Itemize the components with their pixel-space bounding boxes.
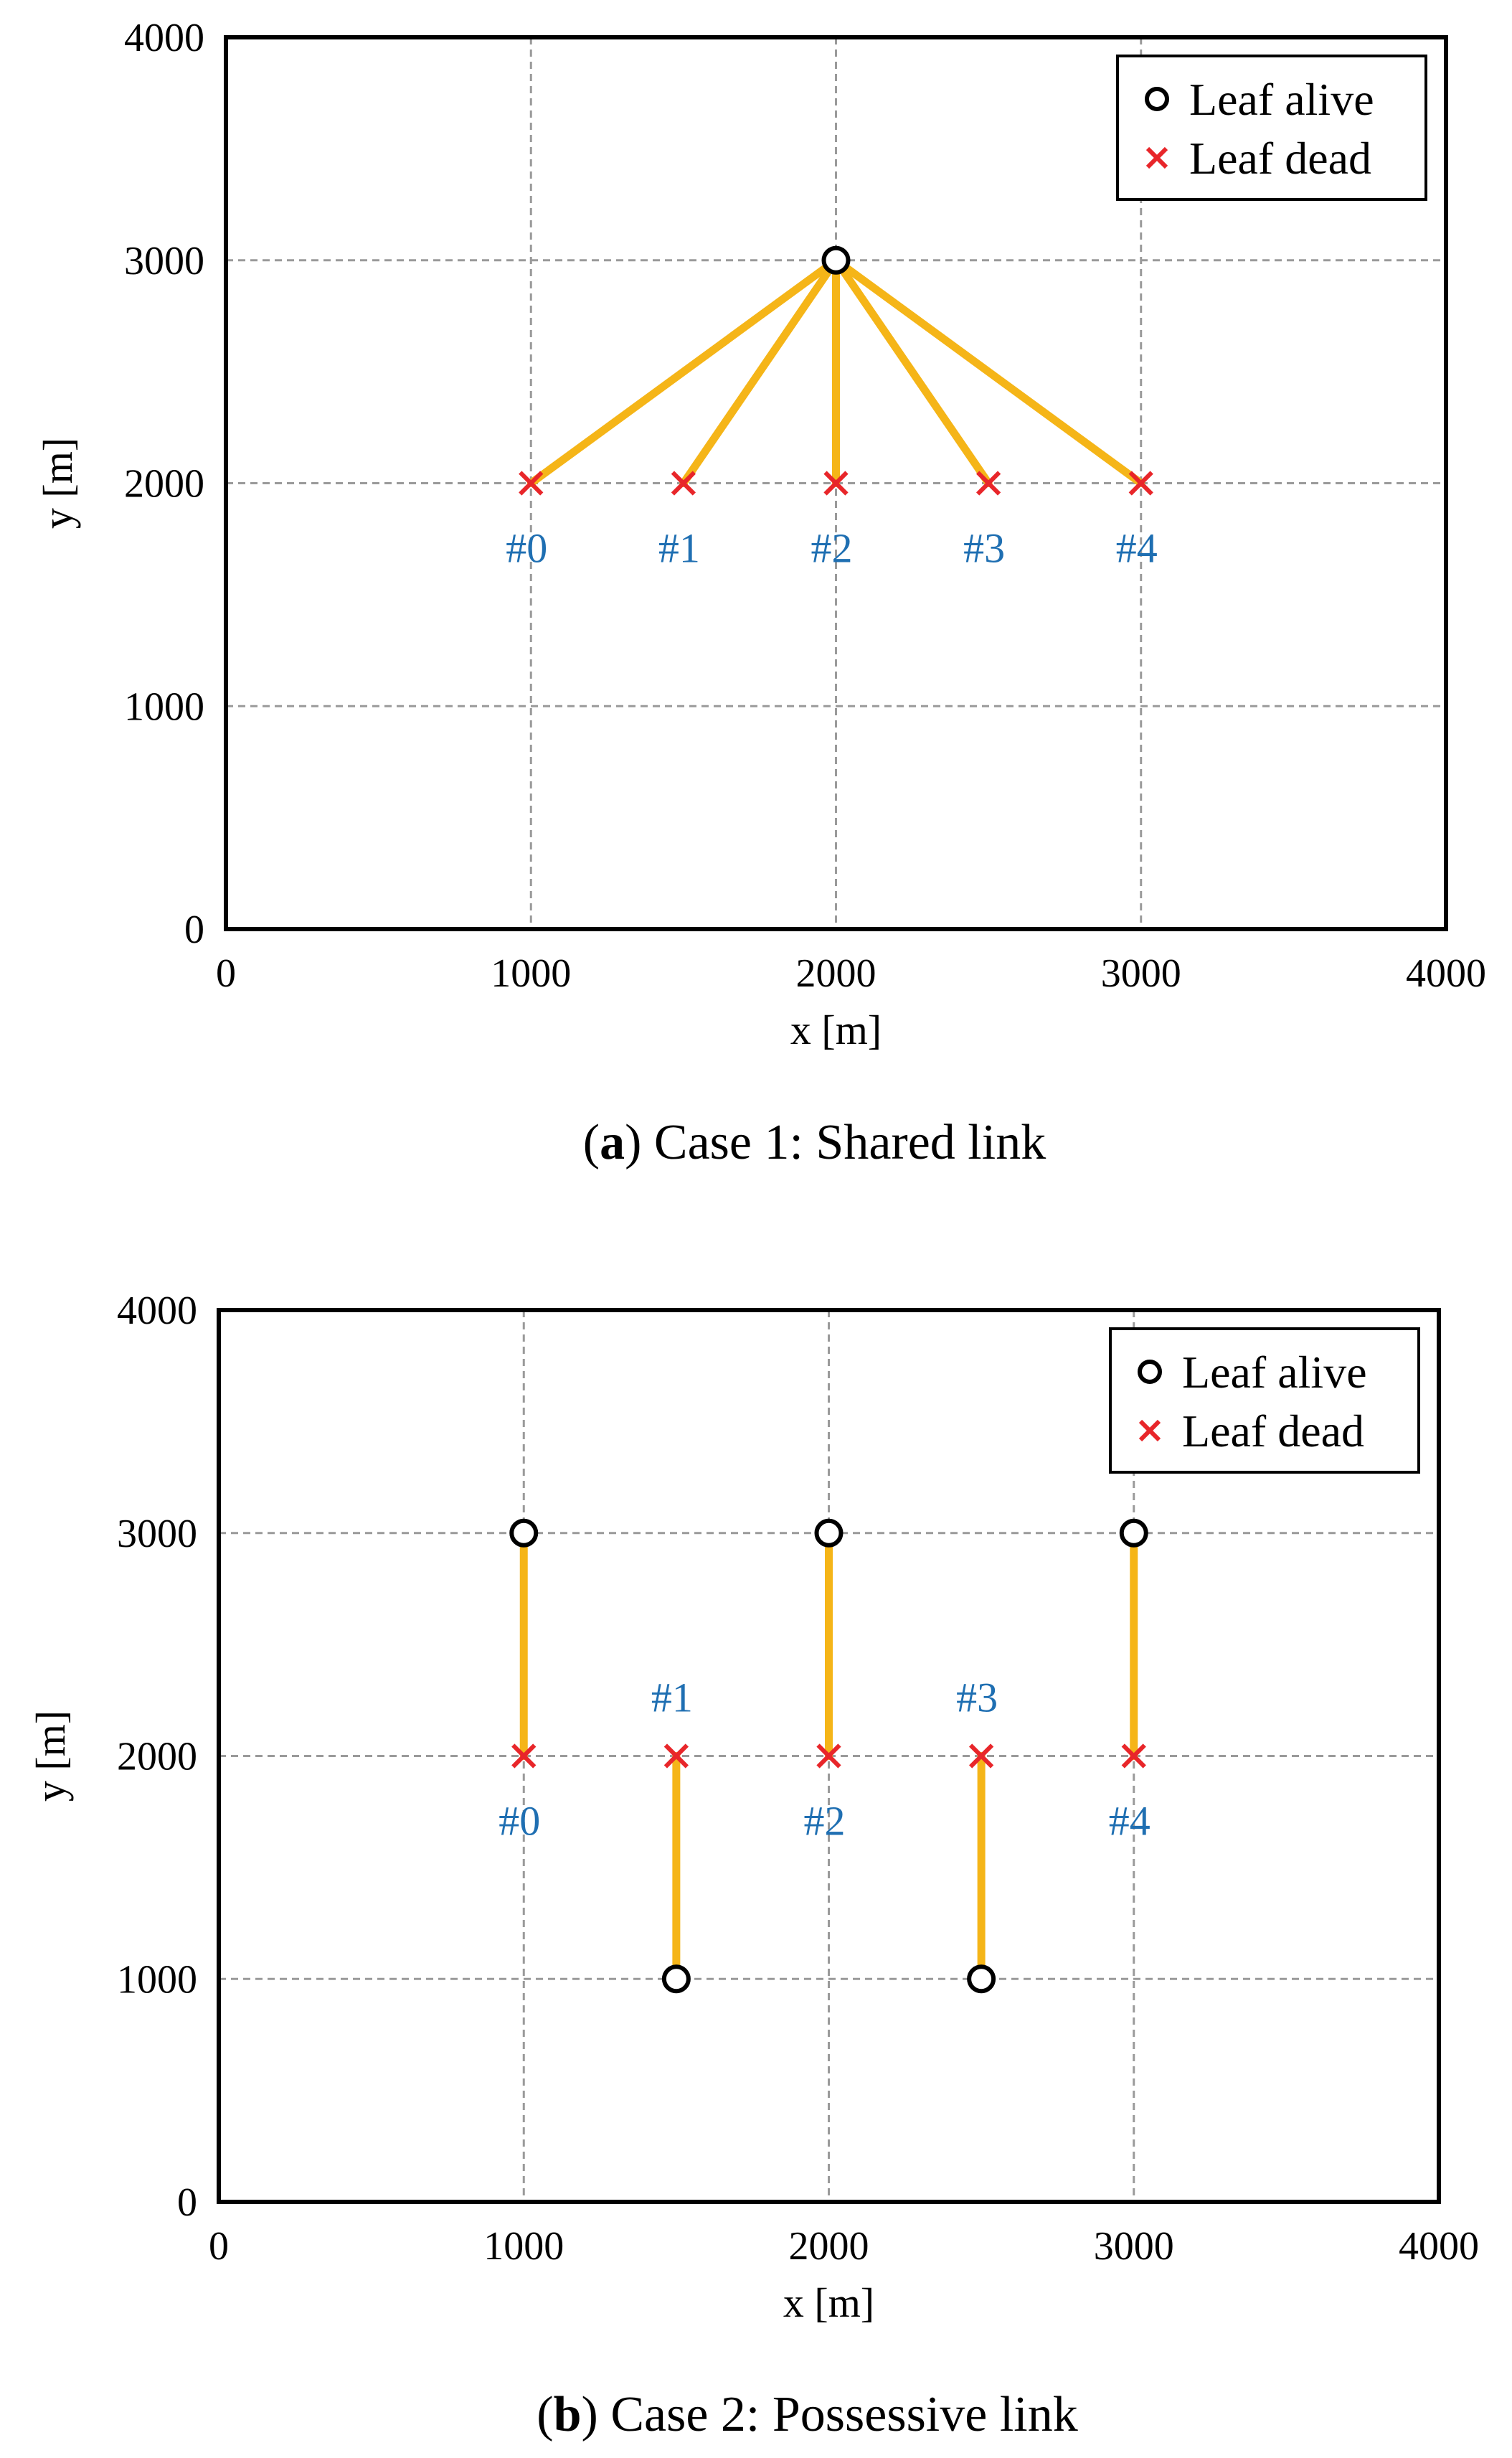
- legend-entry-label: Leaf alive: [1189, 74, 1374, 125]
- y-tick-label: 0: [184, 908, 204, 952]
- link-line: [832, 256, 1145, 487]
- legend-alive-icon: [1145, 87, 1169, 111]
- x-tick-label: 0: [216, 951, 236, 996]
- x-tick-label: 3000: [1094, 2224, 1174, 2269]
- y-axis-label: y [m]: [27, 1710, 74, 1802]
- leaf-alive-marker: [967, 1964, 996, 1994]
- point-label: #1: [651, 1675, 693, 1721]
- leaf-dead-marker: [1128, 471, 1153, 496]
- figure-caption: (b) Case 2: Possessive link: [537, 2387, 1077, 2442]
- y-tick-label: 1000: [124, 684, 204, 729]
- point-label: #1: [658, 525, 700, 572]
- y-tick-label: 0: [177, 2180, 197, 2225]
- point-label: #0: [499, 1798, 540, 1845]
- point-label: #0: [506, 525, 547, 572]
- x-tick-label: 1000: [491, 951, 571, 996]
- point-label: #2: [804, 1798, 846, 1845]
- y-tick-label: 3000: [124, 239, 204, 283]
- x-tick-label: 2000: [796, 951, 877, 996]
- y-tick-label: 1000: [117, 1957, 197, 2002]
- x-stroke: [1128, 471, 1153, 496]
- x-tick-label: 2000: [789, 2224, 869, 2269]
- x-tick-label: 0: [209, 2224, 229, 2269]
- x-axis-label: x [m]: [783, 2279, 874, 2326]
- y-tick-label: 4000: [117, 1289, 197, 1333]
- x-stroke: [519, 471, 544, 496]
- leaf-dead-marker: [1121, 1743, 1146, 1769]
- legend-box: [1116, 55, 1427, 201]
- legend-dead-icon: [1138, 1419, 1161, 1442]
- point-label: #4: [1116, 525, 1158, 572]
- caption-text: ) Case 1: Shared link: [625, 1115, 1046, 1170]
- figure-caption: (a) Case 1: Shared link: [583, 1115, 1046, 1170]
- chart-panel-b: #0 #1 #2 #3 #4 0 1000 2000 3000 4000 0 1000 2000 3000…: [27, 1289, 1479, 2442]
- leaf-dead-marker: [511, 1743, 537, 1769]
- x-stroke: [1121, 1743, 1146, 1769]
- caption-letter: a: [600, 1115, 625, 1170]
- x-tick-label: 1000: [483, 2224, 564, 2269]
- x-stroke: [823, 471, 849, 496]
- x-stroke: [663, 1743, 689, 1769]
- x-stroke: [1138, 1419, 1161, 1442]
- legend-entry-label: Leaf dead: [1189, 133, 1371, 184]
- legend: Leaf alive Leaf dead: [1116, 55, 1427, 201]
- point-label: #3: [963, 525, 1005, 572]
- legend-dead-icon: [1145, 146, 1168, 169]
- y-tick-label: 4000: [124, 16, 204, 60]
- leaf-dead-marker: [671, 471, 696, 496]
- y-axis-label: y [m]: [34, 438, 81, 529]
- chart-panel-a: #0 #1 #2 #3 #4 0 1000 2000 3000 4000 0 1000 2000 3000…: [34, 16, 1486, 1170]
- leaf-dead-marker: [969, 1743, 994, 1769]
- leaf-alive-marker: [814, 1518, 844, 1548]
- caption-letter: b: [554, 2387, 582, 2442]
- plot-frame: [224, 35, 1448, 931]
- point-label: #4: [1109, 1798, 1150, 1845]
- caption-text: ) Case 2: Possessive link: [582, 2387, 1078, 2442]
- x-stroke: [816, 1743, 841, 1769]
- link-line: [832, 256, 993, 487]
- leaf-alive-marker: [509, 1518, 539, 1548]
- leaf-dead-marker: [519, 471, 544, 496]
- leaf-dead-marker: [816, 1743, 841, 1769]
- leaf-alive-marker: [1119, 1518, 1148, 1548]
- leaf-alive-marker: [661, 1964, 691, 1994]
- leaf-dead-marker: [823, 471, 849, 496]
- legend-entry-label: Leaf alive: [1182, 1347, 1367, 1398]
- x-axis-label: x [m]: [790, 1007, 882, 1053]
- x-tick-label: 4000: [1406, 951, 1486, 996]
- caption-open: (: [537, 2387, 553, 2442]
- legend-alive-icon: [1138, 1360, 1162, 1384]
- x-stroke: [511, 1743, 537, 1769]
- y-tick-label: 2000: [117, 1735, 197, 1779]
- leaf-dead-marker: [976, 471, 1001, 496]
- leaf-alive-marker: [821, 245, 851, 275]
- legend-entry-label: Leaf dead: [1182, 1405, 1364, 1456]
- x-stroke: [976, 471, 1001, 496]
- x-stroke: [969, 1743, 994, 1769]
- point-label: #2: [811, 525, 853, 572]
- plot-frame: [217, 1308, 1441, 2204]
- link-line: [679, 256, 840, 487]
- leaf-dead-marker: [663, 1743, 689, 1769]
- legend-box: [1109, 1327, 1420, 1474]
- x-tick-label: 3000: [1101, 951, 1181, 996]
- legend: Leaf alive Leaf dead: [1109, 1327, 1420, 1474]
- x-stroke: [671, 471, 696, 496]
- link-line: [526, 256, 840, 487]
- x-stroke: [1145, 146, 1168, 169]
- caption-open: (: [583, 1115, 600, 1170]
- y-tick-label: 2000: [124, 462, 204, 507]
- point-label: #3: [956, 1675, 998, 1721]
- y-tick-label: 3000: [117, 1512, 197, 1556]
- x-tick-label: 4000: [1399, 2224, 1479, 2269]
